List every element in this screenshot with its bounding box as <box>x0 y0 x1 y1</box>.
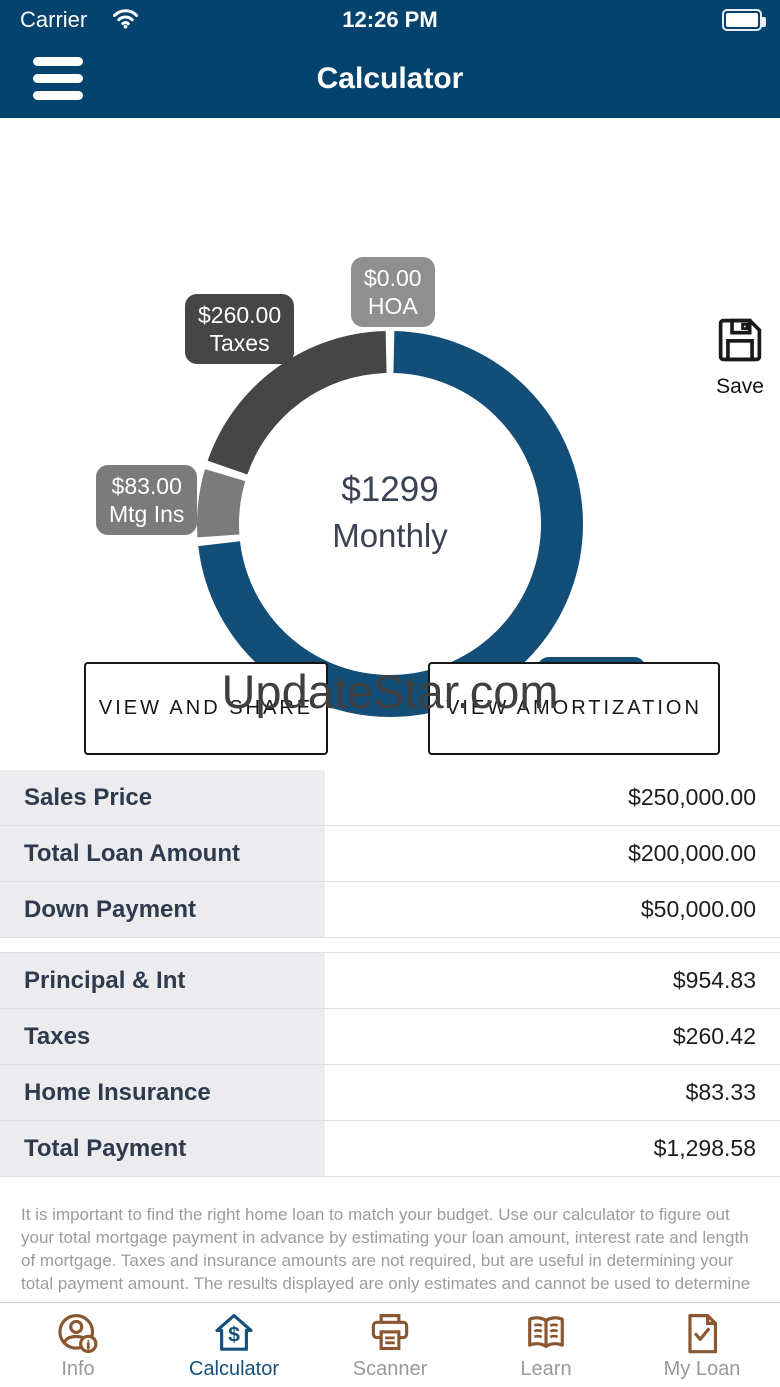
row-value: $83.33 <box>325 1065 780 1120</box>
hoa-name: HOA <box>367 293 418 319</box>
row-label: Down Payment <box>0 882 325 937</box>
view-amortization-button[interactable]: VIEW AMORTIZATION <box>428 662 720 755</box>
disclaimer-text: It is important to find the right home l… <box>21 1205 751 1293</box>
table-row-home-insurance[interactable]: Home Insurance $83.33 <box>0 1065 780 1121</box>
table-group-divider <box>0 938 780 953</box>
row-label: Principal & Int <box>0 953 325 1008</box>
row-value: $200,000.00 <box>325 826 780 881</box>
row-value: $50,000.00 <box>325 882 780 937</box>
table-row-taxes[interactable]: Taxes $260.42 <box>0 1009 780 1065</box>
wifi-icon <box>112 8 139 34</box>
carrier-label: Carrier <box>20 7 88 32</box>
mtg-ins-name: Mtg Ins <box>109 501 185 527</box>
tab-scanner[interactable]: Scanner <box>312 1303 468 1387</box>
taxes-amount: $260.00 <box>198 302 282 328</box>
save-label: Save <box>716 375 764 398</box>
tab-label: My Loan <box>663 1358 741 1380</box>
house-dollar-icon: $ <box>156 1311 312 1357</box>
table-row-total-loan-amount[interactable]: Total Loan Amount $200,000.00 <box>0 826 780 882</box>
taxes-name: Taxes <box>209 330 270 356</box>
tab-my-loan[interactable]: My Loan <box>624 1303 780 1387</box>
page-title: Calculator <box>316 62 464 95</box>
bottom-tab-bar: Info $ Calculator Scanner <box>0 1302 780 1387</box>
tab-label: Calculator <box>188 1358 280 1380</box>
row-label: Total Loan Amount <box>0 826 325 881</box>
table-row-principal-int[interactable]: Principal & Int $954.83 <box>0 953 780 1009</box>
donut-rings <box>197 331 583 717</box>
taxes-callout: $260.00 Taxes <box>185 294 295 364</box>
top-bar: Carrier 12:26 PM Calculator <box>0 0 780 118</box>
table-row-down-payment[interactable]: Down Payment $50,000.00 <box>0 882 780 938</box>
hoa-callout: $0.00 HOA <box>351 257 435 327</box>
monthly-total-label: Monthly <box>332 517 448 554</box>
loan-values-table: Sales Price $250,000.00 Total Loan Amoun… <box>0 770 780 1177</box>
row-value: $1,298.58 <box>325 1121 780 1176</box>
table-row-sales-price[interactable]: Sales Price $250,000.00 <box>0 770 780 826</box>
row-label: Home Insurance <box>0 1065 325 1120</box>
battery-icon <box>722 9 766 31</box>
tab-label: Info <box>61 1358 95 1380</box>
row-label: Sales Price <box>0 770 325 825</box>
tab-info[interactable]: Info <box>0 1303 156 1387</box>
payment-donut-chart: $1299 Monthly $0.00 HOA $260.00 Taxes $8… <box>0 118 780 727</box>
mtg-ins-callout: $83.00 Mtg Ins <box>96 465 198 535</box>
svg-text:$: $ <box>228 1323 240 1346</box>
save-icon <box>712 318 768 372</box>
view-and-share-button[interactable]: VIEW AND SHARE <box>84 662 328 755</box>
tab-calculator[interactable]: $ Calculator <box>156 1303 312 1387</box>
row-value: $260.42 <box>325 1009 780 1064</box>
info-person-icon <box>0 1311 156 1357</box>
row-value: $954.83 <box>325 953 780 1008</box>
document-check-icon <box>624 1311 780 1357</box>
tab-label: Scanner <box>352 1358 428 1380</box>
row-value: $250,000.00 <box>325 770 780 825</box>
tab-label: Learn <box>520 1358 572 1380</box>
row-label: Total Payment <box>0 1121 325 1176</box>
open-book-icon <box>468 1311 624 1357</box>
save-button[interactable]: Save <box>705 312 775 399</box>
menu-button[interactable] <box>33 57 83 101</box>
table-row-total-payment[interactable]: Total Payment $1,298.58 <box>0 1121 780 1177</box>
mtg-ins-amount: $83.00 <box>111 473 182 499</box>
row-label: Taxes <box>0 1009 325 1064</box>
chart-center-text: $1299 Monthly <box>190 470 590 556</box>
clock: 12:26 PM <box>342 7 438 32</box>
monthly-total-value: $1299 <box>341 470 439 509</box>
printer-icon <box>312 1311 468 1357</box>
status-bar: Carrier 12:26 PM <box>0 0 780 40</box>
tab-learn[interactable]: Learn <box>468 1303 624 1387</box>
hoa-amount: $0.00 <box>364 265 422 291</box>
